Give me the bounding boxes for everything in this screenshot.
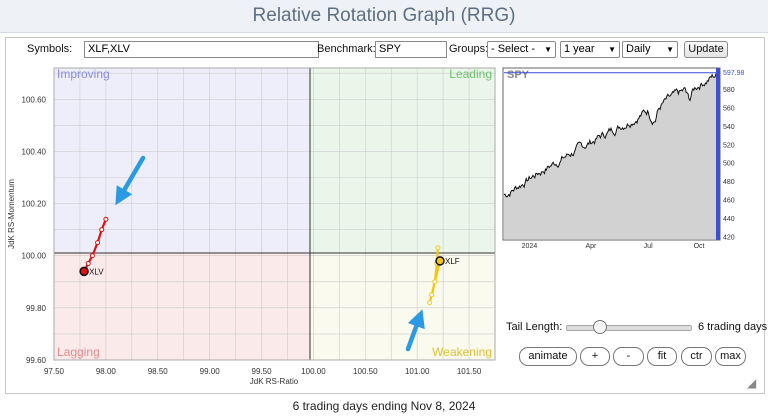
tail-length-slider-handle[interactable] (592, 320, 607, 334)
quadrant-label-lagging: Lagging (57, 345, 100, 359)
tail-length-slider[interactable] (566, 325, 692, 331)
zoom-in-button[interactable]: + (580, 347, 610, 366)
arrow-to-xlv-icon (115, 155, 146, 206)
quadrant-label-improving: Improving (57, 67, 110, 81)
benchmark-input[interactable]: SPY (375, 41, 447, 58)
x-tick-label: 101.50 (457, 367, 482, 376)
x-tick-label: 100.00 (301, 367, 326, 376)
x-tick-label: 97.50 (44, 367, 65, 376)
y-tick-label: 100.60 (22, 95, 47, 104)
max-button[interactable]: max (715, 347, 746, 366)
rrg-frame (53, 67, 496, 361)
chevron-down-icon: ▼ (608, 45, 616, 54)
y-tick-label: 99.80 (26, 304, 47, 313)
benchmark-label: Benchmark: (317, 43, 376, 55)
tail-point-xlf (435, 245, 441, 251)
quadrant-label-leading: Leading (449, 67, 492, 81)
tail-point-xlf (427, 300, 433, 306)
y-tick-label: 100.00 (22, 252, 47, 261)
symbols-input[interactable]: XLF,XLV (84, 41, 319, 58)
x-tick-label: 98.00 (96, 367, 117, 376)
chevron-down-icon: ▼ (666, 45, 674, 54)
update-button[interactable]: Update (684, 41, 728, 58)
page-title: Relative Rotation Graph (RRG) (0, 0, 768, 33)
period-select-value: 1 year (564, 43, 595, 55)
y-tick-label: 100.40 (22, 147, 47, 156)
groups-label: Groups: (449, 43, 489, 55)
improving-quadrant (54, 68, 310, 253)
tail-length-label: Tail Length: (506, 321, 563, 333)
groups-select[interactable]: - Select - ▼ (487, 41, 556, 58)
fit-button[interactable]: fit (647, 347, 677, 366)
footer-caption: 6 trading days ending Nov 8, 2024 (292, 399, 476, 413)
leading-quadrant (310, 68, 495, 253)
chevron-down-icon: ▼ (544, 45, 552, 54)
animate-button[interactable]: animate (519, 347, 577, 366)
head-point-xlf[interactable] (435, 256, 445, 266)
y-axis-label: JdK RS-Momentum (7, 179, 16, 249)
resize-handle-icon[interactable]: ◢ (747, 376, 757, 390)
quadrant-label-weakening: Weakening (432, 345, 492, 359)
tail-point-xlv (85, 261, 91, 267)
x-tick-label: 99.50 (252, 367, 273, 376)
symbols-label: Symbols: (27, 43, 73, 55)
frequency-select-value: Daily (626, 43, 651, 55)
tail-point-xlv (95, 240, 101, 246)
x-axis-label: JdK RS-Ratio (250, 377, 299, 386)
center-button[interactable]: ctr (681, 347, 712, 366)
groups-select-value: - Select - (491, 43, 536, 55)
x-tick-label: 99.00 (200, 367, 221, 376)
tail-point-xlf (432, 279, 438, 285)
tail-point-xlv (89, 253, 95, 259)
period-select[interactable]: 1 year ▼ (560, 41, 620, 58)
tail-point-xlv (103, 216, 109, 222)
y-tick-label: 99.60 (26, 356, 47, 365)
frequency-select[interactable]: Daily ▼ (622, 41, 678, 58)
tail-point-xlf (429, 292, 435, 298)
weakening-quadrant (310, 253, 495, 360)
zoom-out-button[interactable]: - (613, 347, 644, 366)
arrow-to-xlf-icon (405, 309, 425, 352)
tail-point-xlv (99, 227, 105, 233)
head-point-xlv[interactable] (79, 266, 89, 277)
rrg-grid (54, 68, 495, 360)
x-tick-label: 100.50 (353, 367, 378, 376)
y-tick-label: 100.20 (22, 200, 47, 209)
x-tick-label: 98.50 (148, 367, 169, 376)
lagging-quadrant (54, 253, 310, 360)
tail-length-value: 6 trading days (698, 321, 768, 333)
series-label-xlf: XLF (445, 257, 460, 266)
x-tick-label: 101.00 (405, 367, 430, 376)
series-label-xlv: XLV (89, 267, 104, 276)
